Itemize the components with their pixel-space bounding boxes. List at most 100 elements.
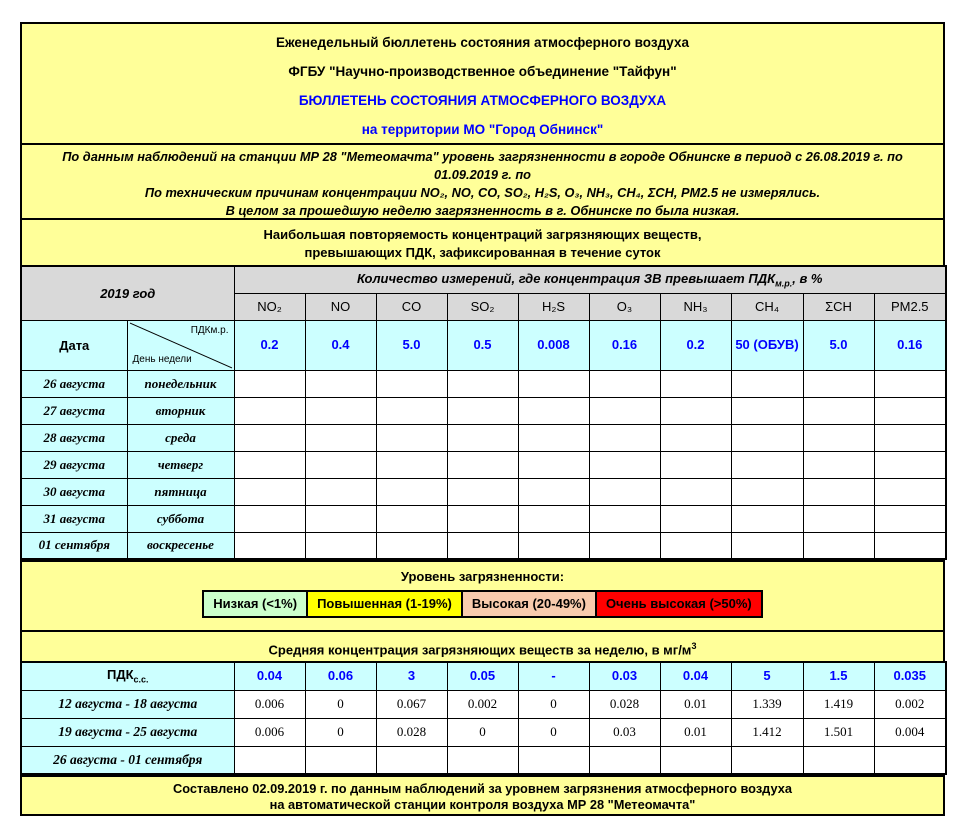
date-cell: 01 сентября [20,531,128,560]
avg-value: 0.01 [659,689,732,719]
weekday-cell: вторник [126,396,235,425]
measurement-cell [873,369,947,398]
period-cell: 26 августа - 01 сентября [20,745,235,775]
measurement-cell [873,504,947,533]
legend-item-elevated: Повышенная (1-19%) [306,590,463,618]
legend-item-very-high: Очень высокая (>50%) [594,590,763,618]
legend-item-high: Высокая (20-49%) [460,590,597,618]
diag-weekday-label: День недели [132,353,192,365]
date-cell: 27 августа [20,396,128,425]
diag-pdk-label: ПДКм.р. [190,324,229,336]
measurements-header-suffix: , в % [792,270,823,286]
date-cell: 26 августа [20,369,128,398]
avg-value: 1.412 [730,717,804,747]
measurement-cell [802,531,875,560]
measurements-header-text: Количество измерений, где концентрация З… [357,270,776,286]
technical-note: По техническим причинам концентрации NO₂… [144,185,821,200]
measurement-cell [730,531,804,560]
avg-value: 0.028 [588,689,661,719]
measurement-cell [588,396,661,425]
pdk-ss-value: 0.035 [873,661,947,691]
avg-value: 1.339 [730,689,804,719]
date-cell: 30 августа [20,477,128,506]
measurement-cell [517,504,590,533]
avg-value [588,745,661,775]
period-cell: 12 августа - 18 августа [20,689,235,719]
average-concentration-table: ПДКс.с. 0.04 0.06 3 0.05 - 0.03 0.04 5 1… [20,661,947,775]
bulletin-sheet: Еженедельный бюллетень состояния атмосфе… [20,22,948,816]
date-column-label: Дата [20,319,128,371]
weekday-cell: среда [126,423,235,452]
measurement-cell [730,450,804,479]
pdk-ss-value: 0.03 [588,661,661,691]
weekday-cell: четверг [126,450,235,479]
avg-value [802,745,875,775]
measurement-cell [304,450,377,479]
observation-period-line1: По данным наблюдений на станции МР 28 "М… [62,149,903,164]
avg-value [304,745,377,775]
measurement-cell [730,423,804,452]
section2-header-sup: 3 [691,641,697,651]
measurement-cell [873,423,947,452]
measurement-cell [233,423,306,452]
measurement-cell [233,504,306,533]
measurement-cell [659,504,732,533]
pdk-mr-value: 5.0 [375,319,448,371]
measurement-cell [517,423,590,452]
table-row: 12 августа - 18 августа 0.006 0 0.067 0.… [20,689,947,719]
avg-value: 0 [517,717,590,747]
avg-value [873,745,947,775]
pdk-ss-label-base: ПДК [106,667,134,683]
measurement-cell [588,477,661,506]
measurement-cell [304,477,377,506]
pdk-ss-label-sub: с.с. [133,675,149,686]
table-row: 27 августа вторник [20,396,947,425]
section2-header-text: Средняя концентрация загрязняющих вещест… [268,642,692,658]
measurement-cell [802,450,875,479]
measurement-cell [802,396,875,425]
section1-header-line2: превышающих ПДК, зафиксированная в течен… [304,245,661,260]
table-row: 31 августа суббота [20,504,947,533]
bulletin-title: БЮЛЛЕТЕНЬ СОСТОЯНИЯ АТМОСФЕРНОГО ВОЗДУХА [298,93,667,108]
section1-header-block: Наибольшая повторяемость концентраций за… [20,218,945,267]
measurement-cell [375,477,448,506]
title-block: Еженедельный бюллетень состояния атмосфе… [20,22,945,145]
measurement-cell [375,531,448,560]
date-cell: 28 августа [20,423,128,452]
pdk-ss-value: - [517,661,590,691]
exceedance-table: 2019 год Количество измерений, где конце… [20,265,948,560]
date-cell: 31 августа [20,504,128,533]
avg-value: 0 [446,717,519,747]
measurement-cell [730,477,804,506]
measurement-cell [375,396,448,425]
avg-value [730,745,804,775]
pdk-ss-value: 0.04 [233,661,306,691]
pdk-ss-value: 0.04 [659,661,732,691]
measurement-cell [659,396,732,425]
measurement-cell [802,504,875,533]
pdk-mr-value: 0.5 [446,319,519,371]
measurement-cell [233,369,306,398]
pdk-mr-value: 0.2 [659,319,732,371]
measurement-cell [517,531,590,560]
weekly-conclusion: В целом за прошедшую неделю загрязненнос… [225,203,740,218]
pdk-mr-value: 0.4 [304,319,377,371]
measurement-cell [375,450,448,479]
column-header-h2s: H₂S [517,292,590,321]
table-row: 29 августа четверг [20,450,947,479]
measurement-cell [304,369,377,398]
pdk-mr-value: 0.16 [588,319,661,371]
column-header-o3: O₃ [588,292,661,321]
avg-value: 0.006 [233,689,306,719]
measurement-cell [873,477,947,506]
column-header-co: CO [375,292,448,321]
table-row: 01 сентября воскресенье [20,531,947,560]
avg-value: 0.03 [588,717,661,747]
measurement-cell [873,396,947,425]
measurement-cell [588,450,661,479]
measurement-cell [446,423,519,452]
table-row: 30 августа пятница [20,477,947,506]
measurement-cell [304,531,377,560]
year-label: 2019 год [20,265,235,321]
measurement-cell [873,531,947,560]
